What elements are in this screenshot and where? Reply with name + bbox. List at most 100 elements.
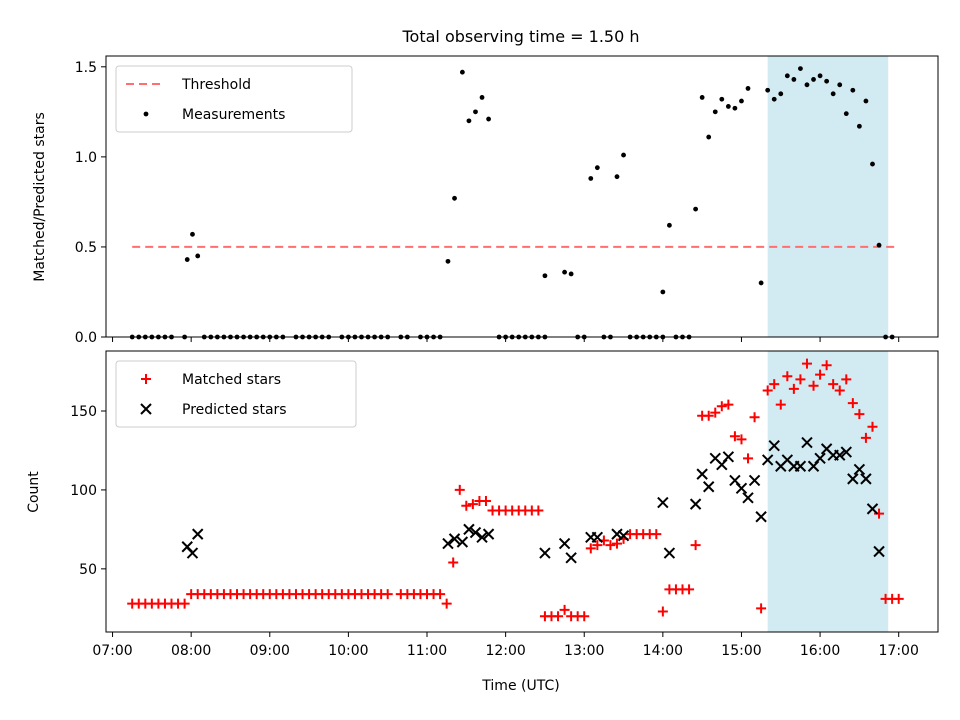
data-point <box>801 358 812 369</box>
legend-swatch <box>141 374 151 384</box>
data-point <box>873 545 885 558</box>
data-point <box>461 500 472 511</box>
data-point <box>749 412 760 423</box>
data-point <box>778 91 784 97</box>
data-point <box>743 453 754 464</box>
data-point <box>195 253 201 259</box>
data-point <box>445 258 451 264</box>
y-tick-label: 1.0 <box>75 150 97 166</box>
data-point <box>562 269 567 275</box>
data-point <box>867 421 878 432</box>
data-point <box>611 528 623 540</box>
data-point <box>684 584 695 595</box>
data-point <box>893 593 904 604</box>
data-point <box>768 440 780 452</box>
data-point <box>452 195 457 201</box>
x-tick-label: 17:00 <box>879 643 919 659</box>
data-point <box>621 152 626 158</box>
data-point <box>594 165 600 171</box>
data-point <box>795 374 806 385</box>
ratio-plot-frame <box>105 55 939 338</box>
data-point <box>853 463 866 476</box>
data-point <box>703 410 714 421</box>
legend-label: Predicted stars <box>182 402 287 418</box>
data-point <box>824 78 830 84</box>
data-point <box>758 280 764 286</box>
data-point <box>817 73 823 79</box>
data-point <box>811 77 816 82</box>
legend-swatch <box>140 403 152 415</box>
data-point <box>866 503 879 515</box>
data-point <box>459 69 465 75</box>
data-point <box>442 537 454 550</box>
data-point <box>456 536 469 548</box>
data-point <box>712 109 718 115</box>
data-point <box>479 95 485 100</box>
data-point <box>748 474 761 487</box>
data-point <box>585 543 596 554</box>
data-point <box>775 399 786 410</box>
data-point <box>588 176 594 181</box>
data-point <box>843 111 849 117</box>
data-point <box>782 371 793 382</box>
count-plot-frame <box>105 350 939 633</box>
data-point <box>860 473 872 485</box>
data-point <box>736 434 747 445</box>
legend-label: Matched stars <box>182 372 281 388</box>
data-point <box>847 398 858 409</box>
x-tick-label: 14:00 <box>643 643 683 659</box>
data-point <box>448 557 459 568</box>
y-tick-label: 1.5 <box>75 60 97 76</box>
legend-swatch <box>143 111 149 117</box>
data-point <box>856 123 862 129</box>
figure-title: Total observing time = 1.50 h <box>401 27 639 46</box>
data-point <box>815 369 826 380</box>
data-point <box>723 399 734 410</box>
x-tick-label: 16:00 <box>800 643 840 659</box>
data-point <box>804 82 810 88</box>
data-point <box>448 533 461 545</box>
data-point <box>611 538 622 549</box>
data-point <box>441 598 452 609</box>
data-point <box>870 161 875 167</box>
data-point <box>735 482 748 495</box>
y-tick-label: 50 <box>79 562 97 578</box>
data-point <box>592 540 603 551</box>
data-point <box>863 98 869 104</box>
data-point <box>689 498 702 510</box>
y-tick-label: 100 <box>70 483 97 499</box>
data-point <box>480 495 491 506</box>
x-tick-label: 11:00 <box>407 643 447 659</box>
data-point <box>756 603 767 614</box>
data-point <box>794 460 807 472</box>
ratio-panel: 0.0 0.5 1.0 1.5 Matched/Predicted stars Thr… <box>32 55 939 346</box>
data-point <box>725 104 731 109</box>
x-tick-label: 13:00 <box>564 643 604 659</box>
data-point <box>791 77 797 82</box>
data-point <box>435 589 446 600</box>
series-measurements <box>129 66 895 340</box>
data-point <box>769 379 780 390</box>
data-point <box>834 449 846 461</box>
data-point <box>716 401 727 412</box>
data-point <box>466 118 472 124</box>
data-point <box>533 505 544 516</box>
data-point <box>801 436 813 449</box>
data-point <box>830 91 836 97</box>
data-point <box>745 86 751 91</box>
data-point <box>482 528 495 540</box>
data-point <box>834 385 845 396</box>
data-point <box>765 87 771 93</box>
data-point <box>660 289 666 295</box>
legend-label: Measurements <box>182 107 285 123</box>
data-point <box>703 481 715 493</box>
series-matched-stars <box>127 358 904 622</box>
data-point <box>821 360 832 371</box>
data-point <box>860 432 871 443</box>
data-point <box>788 383 799 394</box>
data-point <box>190 231 195 237</box>
data-point <box>579 611 590 622</box>
legend-label: Threshold <box>181 77 251 93</box>
y-tick-label: 0.5 <box>75 240 97 256</box>
data-point <box>699 95 705 100</box>
